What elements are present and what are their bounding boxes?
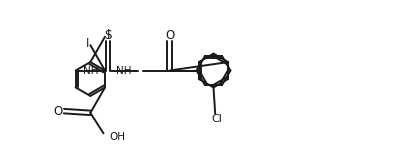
Text: S: S	[104, 29, 111, 42]
Text: OH: OH	[109, 132, 126, 142]
Text: I: I	[86, 37, 90, 50]
Text: I: I	[107, 28, 110, 41]
Text: O: O	[53, 105, 62, 118]
Text: Cl: Cl	[211, 114, 222, 124]
Text: O: O	[165, 29, 174, 42]
Text: NH: NH	[83, 66, 99, 76]
Text: NH: NH	[116, 66, 132, 76]
